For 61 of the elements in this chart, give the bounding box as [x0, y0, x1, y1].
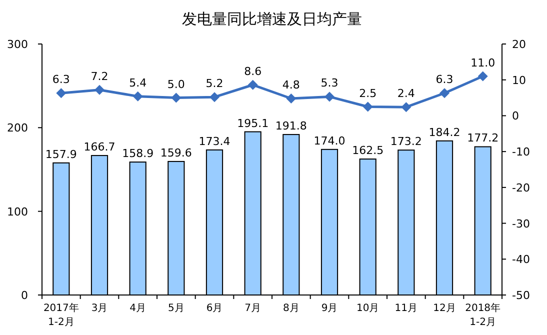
x-tick-label: 10月 — [356, 303, 380, 314]
y-tick-label: 200 — [7, 122, 28, 135]
y-tick-label: 0 — [21, 289, 28, 302]
point — [440, 88, 450, 98]
y2-tick-label: -30 — [512, 217, 530, 230]
data-label: 5.0 — [167, 78, 185, 91]
data-label: 195.1 — [237, 116, 269, 130]
data-label: 4.8 — [282, 78, 300, 92]
x-tick-label: 4月 — [130, 303, 146, 314]
data-label: 173.4 — [198, 134, 230, 148]
data-label: 5.3 — [320, 76, 338, 90]
point — [56, 88, 66, 98]
x-tick-label: 2017年 1-2月 — [43, 302, 79, 328]
data-label: 184.2 — [428, 126, 460, 139]
point — [132, 91, 143, 102]
x-tick-label: 3月 — [91, 303, 108, 314]
point — [171, 92, 182, 103]
data-label: 162.5 — [352, 144, 384, 158]
data-label: 191.8 — [275, 120, 307, 133]
point — [248, 80, 258, 90]
y-tick-label: 300 — [7, 38, 28, 51]
y2-tick-label: 10 — [512, 74, 526, 87]
data-label: 11.0 — [470, 56, 496, 70]
point — [210, 92, 220, 102]
y2-tick-label: 0 — [512, 110, 519, 123]
data-label: 158.9 — [122, 147, 154, 160]
data-label: 159.6 — [160, 146, 192, 160]
y2-tick-label: -10 — [512, 146, 530, 159]
data-label: 173.2 — [390, 135, 422, 148]
point — [478, 71, 488, 82]
y2-tick-label: -20 — [512, 181, 530, 194]
data-label: 174.0 — [314, 134, 346, 148]
point — [401, 102, 412, 112]
x-tick-label: 5月 — [168, 303, 184, 314]
y2-tick-label: -40 — [512, 253, 530, 266]
x-tick-label: 12月 — [433, 303, 456, 314]
point — [362, 102, 373, 112]
data-label: 6.3 — [52, 73, 70, 86]
data-label: 8.6 — [244, 64, 262, 78]
data-label: 5.2 — [206, 77, 224, 90]
data-label: 177.2 — [467, 132, 499, 145]
data-label: 5.4 — [129, 76, 147, 90]
x-tick-label: 11月 — [394, 303, 418, 314]
data-label: 6.3 — [436, 73, 454, 86]
y2-tick-label: 20 — [512, 38, 526, 51]
point — [94, 84, 104, 95]
point — [286, 94, 296, 104]
x-tick-label: 6月 — [206, 303, 223, 314]
chart-title: 发电量同比增速及日均产量 — [182, 10, 362, 28]
y-tick-label: 100 — [7, 205, 28, 218]
point — [324, 92, 334, 102]
data-label: 166.7 — [84, 140, 116, 154]
data-label: 2.4 — [397, 87, 415, 100]
x-tick-label: 7月 — [244, 303, 262, 314]
x-tick-label: 8月 — [282, 303, 300, 314]
data-label: 2.5 — [359, 86, 377, 100]
data-label: 7.2 — [90, 70, 108, 83]
data-label: 157.9 — [45, 148, 77, 161]
y2-tick-label: -50 — [512, 289, 530, 302]
x-tick-label: 2018年 1-2月 — [465, 302, 501, 328]
x-tick-label: 9月 — [321, 303, 338, 314]
